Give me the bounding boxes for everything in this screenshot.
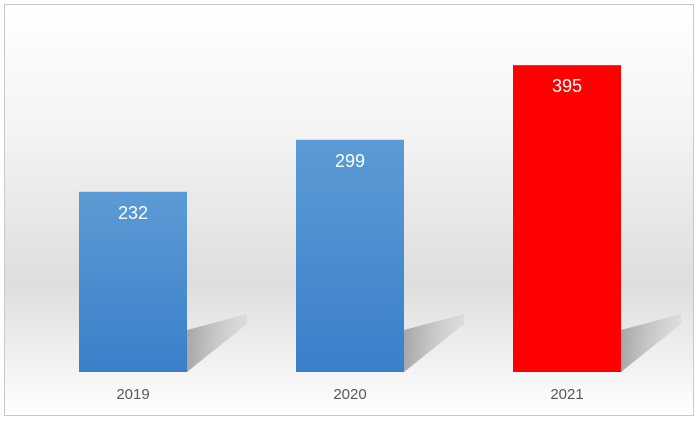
bar-shadow-2019 <box>187 314 247 372</box>
bar-2020 <box>296 139 404 372</box>
bar-2019 <box>79 191 187 372</box>
bars <box>79 65 621 373</box>
data-label-2020: 299 <box>335 151 365 171</box>
x-axis-tick-labels: 2019 2020 2021 <box>116 386 583 403</box>
data-labels: 232 299 395 <box>118 76 582 223</box>
bar-shadow-2021 <box>621 314 681 372</box>
x-tick-label-2019: 2019 <box>116 386 149 403</box>
bar-shadows <box>187 314 681 372</box>
data-label-2021: 395 <box>552 76 582 96</box>
data-label-2019: 232 <box>118 203 148 223</box>
x-tick-label-2021: 2021 <box>550 386 583 403</box>
bar-2021 <box>513 65 621 373</box>
bar-shadow-2020 <box>404 314 464 372</box>
x-tick-label-2020: 2020 <box>333 386 366 403</box>
